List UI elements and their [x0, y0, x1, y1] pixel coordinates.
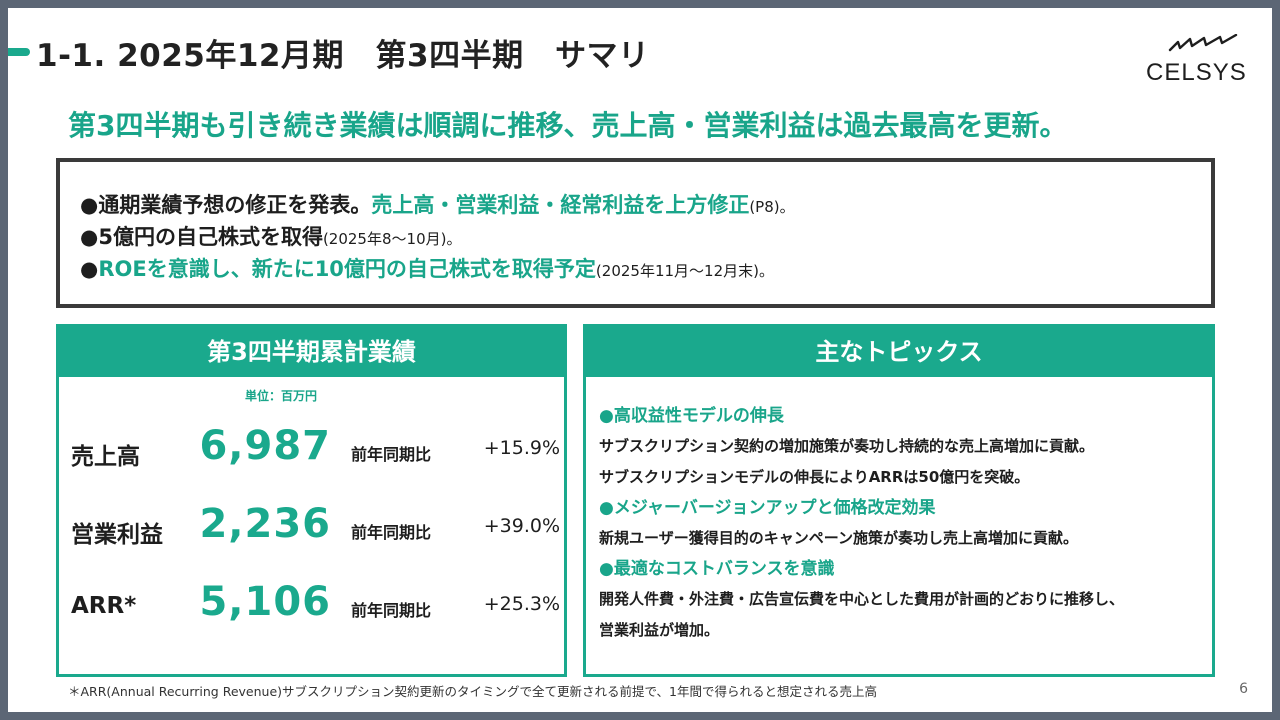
- notice-line: ●5億円の自己株式を取得(2025年8～10月)。: [80, 222, 1211, 254]
- footnote: ＊ARR(Annual Recurring Revenue)サブスクリプション契…: [68, 684, 877, 699]
- topic-text: サブスクリプション契約の増加施策が奏功し持続的な売上高増加に貢献。: [599, 437, 1095, 455]
- company-logo: CELSYS: [1146, 34, 1246, 90]
- page-title: 1-1. 2025年12月期 第3四半期 サマリ: [36, 38, 650, 74]
- metric-change: +39.0%: [483, 515, 560, 537]
- topics-list: ●高収益性モデルの伸長 サブスクリプション契約の増加施策が奏功し持続的な売上高増…: [599, 401, 1199, 646]
- metric-change: +25.3%: [483, 593, 560, 615]
- topic-title: ●最適なコストバランスを意識: [599, 559, 835, 579]
- metric-label: 営業利益: [71, 522, 163, 548]
- page-number: 6: [1239, 681, 1248, 697]
- logo-mark-icon: [1168, 34, 1238, 52]
- metric-comparison-label: 前年同期比: [351, 601, 432, 620]
- unit-label: 単位：百万円: [245, 389, 318, 403]
- metric-row-arr: ARR* 5,106 前年同期比 +25.3%: [59, 579, 564, 639]
- notice-bullet: ●: [80, 257, 99, 281]
- metric-comparison-label: 前年同期比: [351, 445, 432, 464]
- results-panel: 第3四半期累計業績 単位：百万円 売上高 6,987 前年同期比 +15.9% …: [56, 324, 567, 677]
- topics-panel-header: 主なトピックス: [586, 327, 1212, 377]
- notice-note: (2025年11月～12月末)。: [595, 262, 774, 280]
- metric-value: 2,236: [199, 501, 331, 547]
- topic-text: 開発人件費・外注費・広告宣伝費を中心とした費用が計画的どおりに推移し、: [599, 590, 1125, 608]
- notice-text: 5億円の自己株式を取得: [98, 225, 323, 249]
- topic-text: 営業利益が増加。: [599, 621, 720, 639]
- topic-text: サブスクリプションモデルの伸長によりARRは50億円を突破。: [599, 468, 1030, 486]
- slide: 1-1. 2025年12月期 第3四半期 サマリ CELSYS 第3四半期も引き…: [8, 8, 1272, 712]
- topics-panel: 主なトピックス ●高収益性モデルの伸長 サブスクリプション契約の増加施策が奏功し…: [583, 324, 1215, 677]
- notice-box: ●通期業績予想の修正を発表。売上高・営業利益・経常利益を上方修正(P8)。 ●5…: [56, 158, 1215, 308]
- notice-line: ●ROEを意識し、新たに10億円の自己株式を取得予定(2025年11月～12月末…: [80, 254, 1211, 286]
- notice-bullet: ●: [80, 225, 99, 249]
- metric-comparison-label: 前年同期比: [351, 523, 432, 542]
- logo-text: CELSYS: [1146, 59, 1247, 86]
- metric-row-sales: 売上高 6,987 前年同期比 +15.9%: [59, 423, 564, 483]
- title-accent-bar: [8, 48, 30, 56]
- notice-highlight: 売上高・営業利益・経常利益を上方修正: [371, 193, 750, 217]
- metric-label: ARR*: [71, 593, 137, 619]
- topic-title: ●高収益性モデルの伸長: [599, 406, 784, 426]
- notice-text: 通期業績予想の修正を発表。: [98, 193, 372, 217]
- notice-highlight: ROEを意識し、新たに10億円の自己株式を取得予定: [98, 257, 596, 281]
- results-panel-header: 第3四半期累計業績: [59, 327, 564, 377]
- notice-note: (P8)。: [749, 198, 795, 216]
- metric-value: 5,106: [199, 579, 331, 625]
- metric-row-operating-income: 営業利益 2,236 前年同期比 +39.0%: [59, 501, 564, 561]
- notice-line: ●通期業績予想の修正を発表。売上高・営業利益・経常利益を上方修正(P8)。: [80, 190, 1211, 222]
- topic-title: ●メジャーバージョンアップと価格改定効果: [599, 498, 936, 518]
- notice-bullet: ●: [80, 193, 99, 217]
- metric-change: +15.9%: [483, 437, 560, 459]
- notice-note: (2025年8～10月)。: [322, 230, 462, 248]
- topic-text: 新規ユーザー獲得目的のキャンペーン施策が奏功し売上高増加に貢献。: [599, 529, 1078, 547]
- headline: 第3四半期も引き続き業績は順調に推移、売上高・営業利益は過去最高を更新。: [68, 109, 1068, 142]
- metric-value: 6,987: [199, 423, 331, 469]
- metric-label: 売上高: [71, 444, 140, 470]
